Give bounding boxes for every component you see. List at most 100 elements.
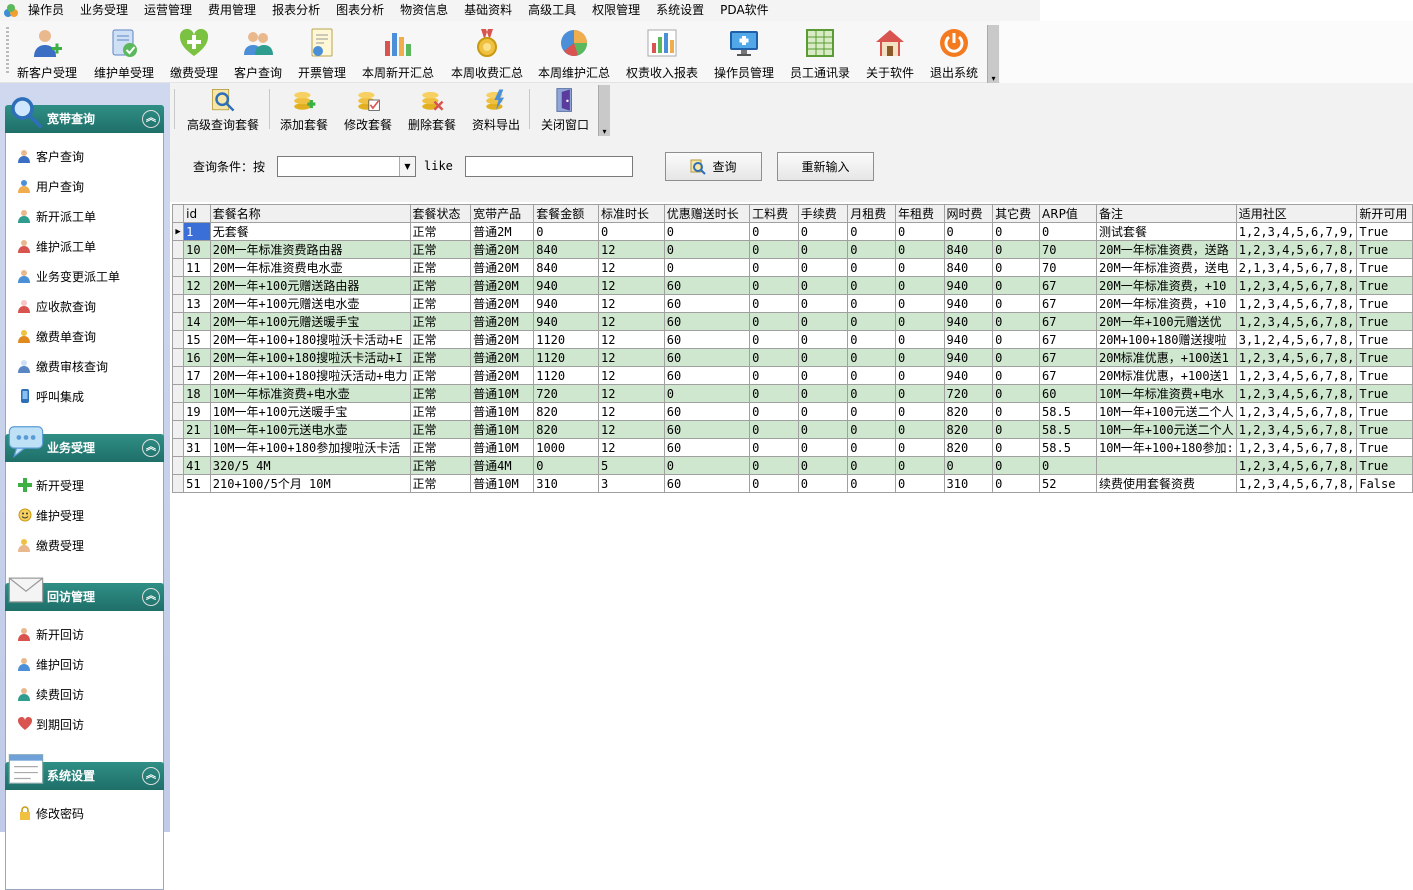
table-cell[interactable]: 0 — [894, 276, 945, 295]
table-cell[interactable]: 67 — [1039, 276, 1098, 295]
table-cell[interactable]: 正常 — [409, 474, 472, 493]
table-cell[interactable]: 0 — [847, 456, 896, 475]
table-cell[interactable]: 0 — [797, 474, 849, 493]
table-cell[interactable]: 0 — [847, 474, 896, 493]
table-cell[interactable]: 0 — [749, 474, 799, 493]
table-cell[interactable]: 0 — [992, 384, 1041, 403]
table-cell[interactable]: 940 — [533, 312, 600, 331]
table-cell[interactable]: 10M一年+100+180参加搜啦沃卡活 — [209, 438, 411, 457]
row-header[interactable] — [171, 366, 185, 385]
table-cell[interactable]: 0 — [1039, 456, 1098, 475]
table-cell[interactable]: 67 — [1039, 366, 1098, 385]
table-cell[interactable]: 940 — [943, 366, 994, 385]
table-cell[interactable]: 0 — [992, 258, 1041, 277]
row-header[interactable] — [171, 384, 185, 403]
table-cell[interactable]: 0 — [797, 366, 849, 385]
package-toolbar-button-5[interactable]: 关闭窗口 — [525, 87, 605, 133]
table-cell[interactable]: 0 — [749, 240, 799, 259]
table-cell[interactable]: 正常 — [409, 366, 472, 385]
table-cell[interactable]: 12 — [598, 240, 665, 259]
table-cell[interactable]: 940 — [943, 276, 994, 295]
column-header[interactable]: 套餐金额 — [533, 204, 600, 223]
table-cell[interactable]: 0 — [797, 420, 849, 439]
collapse-chevron-icon[interactable]: ︽ — [142, 767, 160, 785]
table-cell[interactable]: 1,2,3,4,5,6,7,8, — [1235, 312, 1358, 331]
table-cell[interactable]: 20M标准优惠，+100送1 — [1096, 366, 1237, 385]
table-cell[interactable]: 正常 — [409, 276, 472, 295]
table-cell[interactable]: 12 — [598, 348, 665, 367]
table-cell[interactable]: 41 — [183, 456, 211, 475]
table-cell[interactable]: 3,1,2,4,5,6,7,8, — [1235, 330, 1358, 349]
column-header[interactable]: 工料费 — [749, 204, 799, 223]
sidebar-item[interactable]: 缴费单查询 — [6, 321, 163, 351]
table-cell[interactable]: 1,2,3,4,5,6,7,8, — [1235, 438, 1358, 457]
table-cell[interactable]: 0 — [894, 384, 945, 403]
table-cell[interactable]: 51 — [183, 474, 211, 493]
table-cell[interactable]: 0 — [749, 456, 799, 475]
sidebar-item[interactable]: 客户查询 — [6, 141, 163, 171]
table-cell[interactable]: 5 — [598, 456, 665, 475]
table-row[interactable]: 18 10M一年标准资费+电水壶 正常 普通10M 720 12 0 0 0 0 0 720 0 60 10… — [171, 384, 1413, 403]
column-header[interactable]: ARP值 — [1039, 204, 1098, 223]
row-header[interactable] — [171, 456, 185, 475]
table-row[interactable]: 19 10M一年+100元送暖手宝 正常 普通10M 820 12 60 0 0 0 0 820 0 58… — [171, 402, 1413, 421]
table-cell[interactable]: 310 — [943, 474, 994, 493]
collapse-chevron-icon[interactable]: ︽ — [142, 110, 160, 128]
table-cell[interactable]: 20M一年+100元赠送暖手宝 — [209, 312, 411, 331]
menu-item-10[interactable]: 系统设置 — [656, 3, 705, 17]
table-cell[interactable]: 正常 — [409, 348, 472, 367]
table-cell[interactable]: 0 — [894, 402, 945, 421]
table-cell[interactable]: 正常 — [409, 330, 472, 349]
table-cell[interactable]: 正常 — [409, 384, 472, 403]
table-cell[interactable]: 0 — [749, 402, 799, 421]
table-cell[interactable] — [1096, 456, 1237, 475]
table-cell[interactable]: 20M一年标准资费，送路 — [1096, 240, 1237, 259]
sidebar-item[interactable]: 维护回访 — [6, 649, 163, 679]
menu-item-2[interactable]: 运营管理 — [144, 3, 193, 17]
row-header[interactable] — [171, 276, 185, 295]
table-cell[interactable]: 0 — [992, 294, 1041, 313]
table-cell[interactable]: 1,2,3,4,5,6,7,8, — [1235, 402, 1358, 421]
table-cell[interactable]: True — [1356, 348, 1413, 367]
sidebar-panel-header[interactable]: 回访管理 ︽ — [5, 577, 164, 611]
table-cell[interactable]: 67 — [1039, 312, 1098, 331]
table-cell[interactable]: 940 — [533, 294, 600, 313]
toolbar-button-8[interactable]: 权责收入报表 — [622, 25, 702, 81]
table-cell[interactable]: 1 — [183, 222, 211, 241]
table-cell[interactable]: 20M一年标准资费，+10 — [1096, 294, 1237, 313]
table-cell[interactable]: 正常 — [409, 312, 472, 331]
package-toolbar-button-3[interactable]: 删除套餐 — [392, 87, 472, 133]
table-cell[interactable]: 70 — [1039, 240, 1098, 259]
toolbar-button-11[interactable]: 关于软件 — [850, 25, 930, 81]
table-cell[interactable]: 12 — [598, 330, 665, 349]
column-header[interactable]: 套餐状态 — [409, 204, 472, 223]
toolbar-overflow-button[interactable]: ▾ — [987, 25, 999, 83]
table-cell[interactable]: 0 — [992, 222, 1041, 241]
table-cell[interactable]: 840 — [943, 258, 994, 277]
column-header[interactable]: 优惠赠送时长 — [663, 204, 751, 223]
table-cell[interactable]: 20M一年标准资费，+10 — [1096, 276, 1237, 295]
table-cell[interactable]: 0 — [663, 258, 751, 277]
table-cell[interactable]: 0 — [749, 420, 799, 439]
table-cell[interactable]: True — [1356, 438, 1413, 457]
menu-item-6[interactable]: 物资信息 — [400, 3, 449, 17]
table-cell[interactable]: 1120 — [533, 366, 600, 385]
table-cell[interactable]: True — [1356, 330, 1413, 349]
column-header[interactable]: 网时费 — [943, 204, 994, 223]
sidebar-item[interactable]: 到期回访 — [6, 709, 163, 739]
table-cell[interactable]: 60 — [663, 294, 751, 313]
column-header[interactable]: 手续费 — [797, 204, 849, 223]
sidebar-item[interactable]: 缴费审核查询 — [6, 351, 163, 381]
table-cell[interactable]: 0 — [894, 474, 945, 493]
table-cell[interactable]: 720 — [533, 384, 600, 403]
table-cell[interactable]: 普通20M — [470, 276, 535, 295]
table-cell[interactable]: 普通10M — [470, 438, 535, 457]
table-cell[interactable]: 19 — [183, 402, 211, 421]
table-cell[interactable]: 14 — [183, 312, 211, 331]
table-cell[interactable]: 0 — [797, 312, 849, 331]
table-cell[interactable]: 10M一年标准资费+电水壶 — [209, 384, 411, 403]
package-toolbar-button-1[interactable]: 添加套餐 — [264, 87, 344, 133]
table-cell[interactable]: 0 — [663, 222, 751, 241]
table-cell[interactable]: 840 — [533, 258, 600, 277]
column-header[interactable]: 其它费 — [992, 204, 1041, 223]
